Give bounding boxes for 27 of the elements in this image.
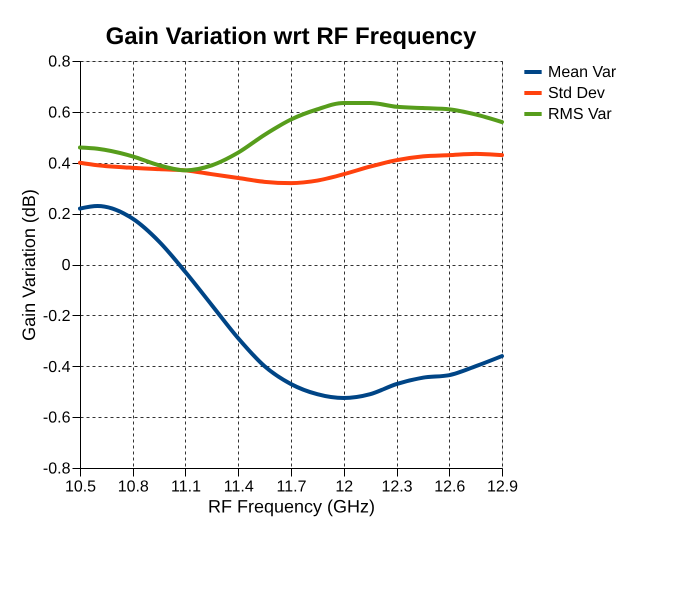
y-tick-label: -0.4 bbox=[42, 358, 71, 376]
y-tick-label: -0.6 bbox=[42, 410, 71, 427]
x-axis-title: RF Frequency (GHz) bbox=[208, 496, 376, 516]
x-tick-label: 10.8 bbox=[118, 478, 149, 496]
y-tick-label: 0 bbox=[62, 257, 71, 274]
y-tick-label: 0.2 bbox=[48, 206, 71, 224]
x-tick-label: 11.7 bbox=[276, 478, 307, 496]
line-series bbox=[78, 204, 504, 400]
x-tick-label: 12.9 bbox=[486, 478, 518, 496]
y-tick-label: 0.6 bbox=[48, 104, 71, 122]
x-tick-label: 10.5 bbox=[64, 478, 96, 496]
x-tick-label: 12.3 bbox=[381, 478, 413, 496]
chart-title: Gain Variation wrt RF Frequency bbox=[106, 23, 478, 50]
y-tick-label: 0.4 bbox=[48, 155, 71, 172]
y-tick-label: -0.8 bbox=[42, 460, 71, 478]
x-tick-label: 12 bbox=[335, 478, 354, 496]
x-tick-label: 12.6 bbox=[434, 478, 466, 496]
legend-label: RMS Var bbox=[548, 106, 612, 123]
line-series bbox=[78, 152, 504, 186]
x-tick-label: 11.4 bbox=[224, 478, 254, 496]
y-axis-title: Gain Variation (dB) bbox=[18, 189, 39, 341]
y-tick-label: -0.2 bbox=[42, 308, 71, 325]
y-tick-label: 0.8 bbox=[48, 54, 71, 70]
legend-label: Mean Var bbox=[548, 64, 617, 81]
line-series bbox=[78, 100, 504, 172]
x-tick-label: 11.1 bbox=[171, 478, 202, 496]
legend-label: Std Dev bbox=[548, 85, 605, 102]
